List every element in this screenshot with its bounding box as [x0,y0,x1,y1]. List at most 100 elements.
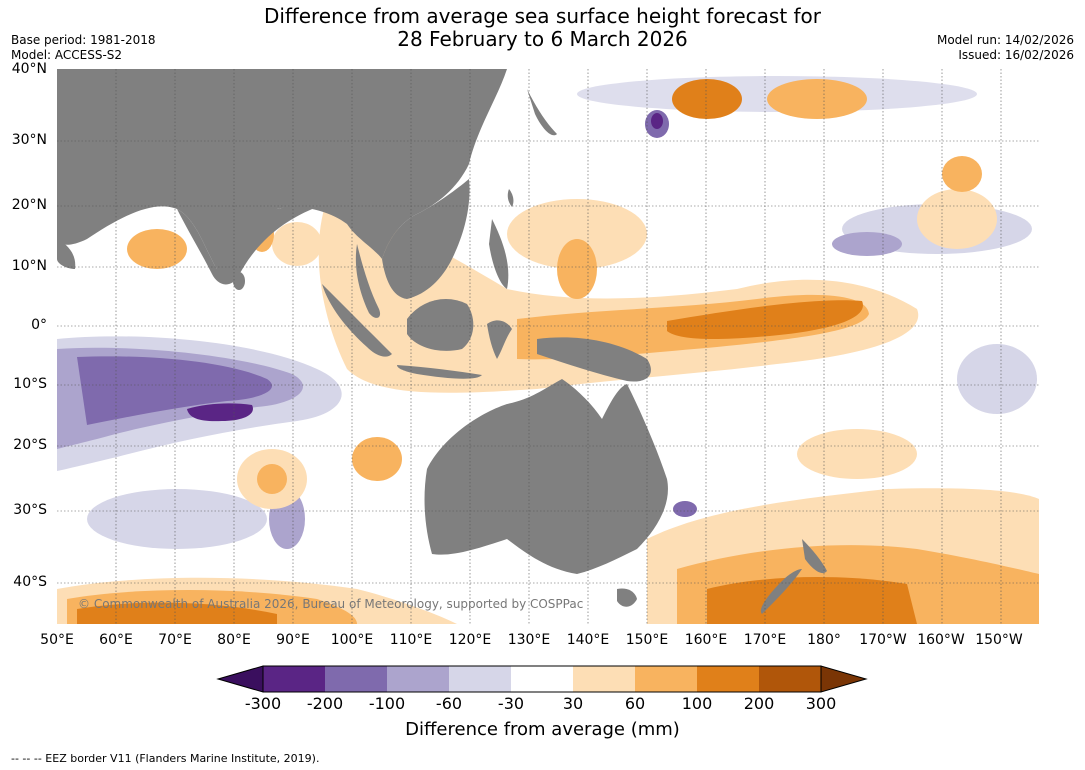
colorbar-swatch-5 [511,666,573,692]
colorbar-tick-60: 60 [624,694,646,713]
land-new-guinea [537,337,651,382]
colorbar-swatch-8 [697,666,759,692]
land-masses [57,69,827,614]
lat-label-10s: 10°S [13,376,47,392]
anomaly-maritime-high [318,199,919,393]
land-java [397,365,482,379]
lat-label-30n: 30°N [11,132,47,148]
model-name: Model: ACCESS-S2 [11,48,123,62]
title-line-1: Difference from average sea surface heig… [263,4,822,28]
anomaly-north-pacific-high-3 [917,189,997,249]
positive-anomalies [57,79,1039,624]
colorbar-swatch-6 [573,666,635,692]
lat-label-40s: 40°S [13,574,47,590]
anomaly-south-high-3 [77,602,277,624]
colorbar-outline [262,665,822,693]
lat-label-20s: 20°S [13,437,47,453]
lon-label-170w: 170°W [859,632,907,648]
land-borneo [407,299,474,351]
lon-label-150e: 150°E [625,632,669,648]
lon-label-90e: 90°E [276,632,310,648]
title-line-2: 28 February to 6 March 2026 [397,27,688,51]
land-indochina [382,179,470,299]
colorbar-swatch-3 [387,666,449,692]
lon-label-160w: 160°W [917,632,965,648]
sea-surface-height-map [57,69,1039,624]
land-taiwan [507,189,514,207]
colorbar-tick-minus-60: -60 [435,694,463,713]
land-sulawesi [487,320,512,359]
colorbar-tick-minus-300: -300 [244,694,282,713]
lat-label-40n: 40°N [11,61,47,77]
land-new-zealand-north [802,539,827,574]
anomaly-pacific-low-3 [832,232,902,256]
lon-label-110e: 110°E [389,632,433,648]
anomaly-north-pacific-high-4 [942,156,982,192]
colorbar-title: Difference from average (mm) [405,719,680,740]
lat-label-20n: 20°N [11,197,47,213]
anomaly-bay-of-bengal-high [272,222,322,266]
colorbar-tick-300: 300 [805,694,837,713]
anomaly-indian-ocean-low-3 [77,356,273,425]
lon-label-180: 180° [807,632,841,648]
colorbar [216,665,868,693]
colorbar-extend-low [216,665,264,693]
anomaly-south-pacific-high [797,429,917,479]
lon-label-60e: 60°E [99,632,133,648]
land-australia [424,379,668,574]
land-new-zealand-south [760,569,802,614]
lon-label-50e: 50°E [40,632,74,648]
lon-label-140e: 140°E [566,632,610,648]
colorbar-swatch-1 [263,666,325,692]
copyright-notice: © Commonwealth of Australia 2026, Bureau… [78,597,584,611]
lon-label-100e: 100°E [330,632,374,648]
lat-label-30s: 30°S [13,502,47,518]
land-asia [57,69,507,273]
colorbar-tick-200: 200 [743,694,775,713]
anomaly-philippine-high [507,199,647,269]
lon-label-80e: 80°E [217,632,251,648]
meta-left: Base period: 1981-2018 Model: ACCESS-S2 [11,33,156,63]
land-tasmania [617,588,637,607]
colorbar-swatch-2 [325,666,387,692]
anomaly-tasman-core [707,577,917,624]
issued-date: Issued: 16/02/2026 [958,48,1074,62]
anomaly-south-indian-low [87,489,267,549]
land-malay-peninsula [355,244,381,318]
anomaly-south-indian-high-3 [352,437,402,481]
colorbar-tick-minus-100: -100 [368,694,406,713]
lon-label-170e: 170°E [743,632,787,648]
base-period: Base period: 1981-2018 [11,33,156,47]
colorbar-swatch-9 [759,666,821,692]
anomaly-south-indian-high-2 [257,464,287,494]
anomaly-pacific-low-1-core [651,113,663,129]
anomaly-north-pacific-high-2 [672,79,742,119]
meta-right: Model run: 14/02/2026 Issued: 16/02/2026 [937,33,1074,63]
footer-note: -- -- -- EEZ border V11 (Flanders Marine… [11,752,320,765]
graticule [57,69,1039,624]
lon-label-150w: 150°W [975,632,1023,648]
colorbar-swatch-7 [635,666,697,692]
lon-label-130e: 130°E [507,632,551,648]
colorbar-swatch-4 [449,666,511,692]
colorbar-extend-high [820,665,868,693]
anomaly-pacific-low-4 [957,344,1037,414]
lat-label-equator: 0° [31,317,47,333]
land-india [177,204,317,285]
chart-title: Difference from average sea surface heig… [0,5,1085,51]
anomaly-equatorial-core [667,300,863,339]
land-arabia [57,239,76,269]
anomaly-indian-ocean-core [187,403,253,422]
colorbar-tick-minus-200: -200 [306,694,344,713]
model-run: Model run: 14/02/2026 [936,33,1074,47]
land-philippines [489,219,509,289]
anomaly-north-pacific-high-1 [767,79,867,119]
lon-label-120e: 120°E [448,632,492,648]
colorbar-tick-100: 100 [681,694,713,713]
land-sumatra [322,284,392,357]
anomaly-arabian-sea-high [127,229,187,269]
lon-label-70e: 70°E [158,632,192,648]
colorbar-tick-minus-30: -30 [497,694,525,713]
lon-label-160e: 160°E [684,632,728,648]
lat-label-10n: 10°N [11,258,47,274]
